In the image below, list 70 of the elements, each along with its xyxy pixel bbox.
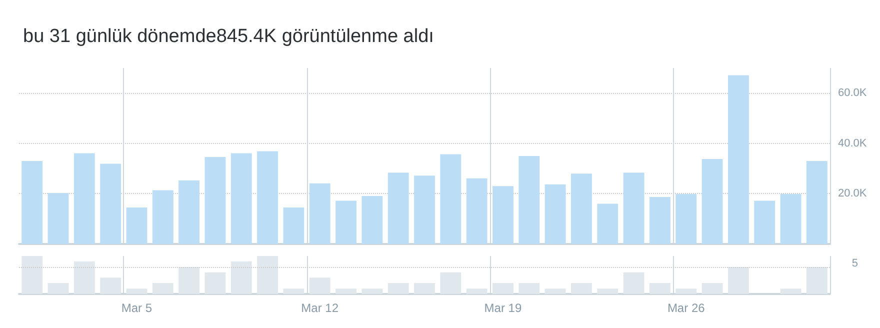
bar (440, 154, 462, 244)
bar (597, 288, 618, 294)
bar (466, 178, 488, 244)
bar (48, 192, 69, 244)
bar (414, 176, 435, 244)
bar (702, 159, 723, 244)
bar (571, 282, 592, 294)
bar (336, 288, 356, 294)
bar (518, 156, 540, 244)
bar (257, 256, 278, 294)
bar (178, 267, 200, 294)
bar (414, 282, 435, 294)
bar (126, 208, 148, 244)
bar (544, 288, 566, 294)
bar (336, 200, 356, 244)
bar (22, 161, 43, 244)
bar (623, 272, 644, 294)
bar (74, 261, 95, 294)
bar (388, 282, 409, 294)
bar (649, 282, 670, 294)
bar (806, 267, 828, 294)
text: 5 (852, 258, 858, 270)
x-tick-label: Mar 26 (667, 301, 706, 315)
bar (100, 278, 122, 294)
bar (492, 282, 514, 294)
bar (728, 267, 749, 294)
bar (152, 190, 174, 244)
chart-title: bu 31 günlük dönemde845.4K görüntülenme aldı (23, 26, 434, 47)
bar (702, 282, 723, 294)
bar (754, 200, 776, 244)
y-tick-label: 40.0K (838, 137, 868, 150)
bar (544, 184, 566, 244)
bar (48, 282, 69, 294)
bar (257, 151, 278, 244)
bar (649, 196, 670, 244)
bar (466, 288, 488, 294)
bar (597, 204, 618, 244)
bar (728, 75, 749, 244)
bar (780, 288, 802, 294)
bar (571, 174, 592, 244)
bar (806, 161, 828, 244)
bar (309, 278, 330, 294)
bar (22, 256, 43, 294)
bar (74, 153, 95, 244)
y-tick-label: 20.0K (838, 188, 868, 200)
bar (152, 282, 174, 294)
bar (230, 153, 252, 244)
bar (676, 194, 697, 244)
bar (126, 288, 148, 294)
bar (362, 288, 383, 294)
bar (100, 164, 122, 244)
bar (388, 172, 409, 244)
bar (283, 288, 304, 294)
bar (309, 183, 330, 244)
bar (492, 186, 514, 244)
x-tick-label: Mar 19 (484, 301, 522, 315)
bar (518, 282, 540, 294)
x-tick-label: Mar 5 (121, 301, 152, 315)
bar (204, 157, 226, 244)
bar (230, 261, 252, 294)
bar (178, 180, 200, 244)
bar (676, 288, 697, 294)
bar (780, 194, 802, 244)
bar (362, 196, 383, 244)
bar (440, 272, 462, 294)
y-tick-label: 60.0K (838, 87, 868, 100)
bar (204, 272, 226, 294)
bar (283, 208, 304, 244)
bar (623, 172, 644, 244)
x-tick-label: Mar 12 (301, 301, 339, 315)
